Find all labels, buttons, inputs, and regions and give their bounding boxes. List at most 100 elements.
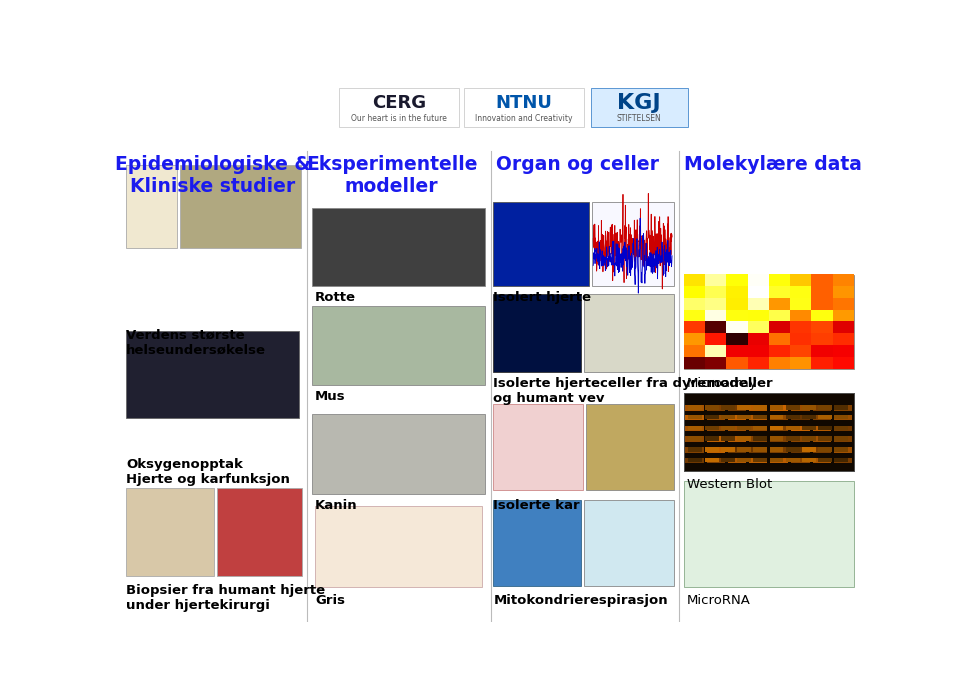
Bar [770,415,783,419]
FancyBboxPatch shape [493,202,588,286]
Bar [802,458,816,463]
Bar [737,458,751,463]
Bar [834,426,852,431]
Bar [834,447,852,453]
Bar [770,458,788,463]
Bar [834,405,852,410]
Bar [728,436,746,442]
FancyBboxPatch shape [493,294,581,372]
Bar [834,415,849,419]
Bar [818,447,832,452]
FancyBboxPatch shape [591,202,674,286]
Bar [834,436,849,441]
Bar [802,415,816,419]
Bar [770,447,783,452]
Bar [705,458,719,463]
Text: Isolerte kar: Isolerte kar [493,499,580,512]
Bar [707,426,725,431]
Bar [785,447,800,452]
Bar [834,426,849,431]
Bar [834,447,849,452]
Bar [754,458,767,463]
FancyBboxPatch shape [684,275,853,369]
Bar [707,447,725,453]
FancyBboxPatch shape [585,500,674,586]
Bar [721,405,734,410]
Bar [721,447,734,452]
Text: Isolert hjerte: Isolert hjerte [493,291,591,303]
FancyBboxPatch shape [180,165,300,248]
FancyBboxPatch shape [312,208,486,286]
Bar [813,458,831,463]
Bar [707,436,725,442]
Text: Innovation and Creativity: Innovation and Creativity [475,114,573,123]
FancyBboxPatch shape [684,394,853,471]
FancyBboxPatch shape [217,488,302,577]
Bar [813,426,831,431]
Bar [754,436,767,441]
Text: KGJ: KGJ [617,93,661,113]
Bar [707,458,725,463]
Bar [834,458,852,463]
Bar [688,458,703,463]
Bar [834,405,849,410]
Bar [737,405,751,410]
Bar [834,436,852,442]
Bar [813,415,831,420]
Bar [818,458,832,463]
FancyBboxPatch shape [340,88,459,127]
Bar [737,436,751,441]
FancyBboxPatch shape [493,500,581,586]
Bar [749,436,767,442]
Bar [785,436,800,441]
Bar [754,426,767,431]
Bar [791,426,809,431]
Bar [813,447,831,453]
Text: Gris: Gris [315,593,345,607]
Bar [705,405,719,410]
Bar [802,447,816,452]
Text: Eksperimentelle
modeller: Eksperimentelle modeller [306,155,477,196]
Bar [685,458,704,463]
FancyBboxPatch shape [315,506,482,587]
Bar [688,426,703,431]
Text: Biopsier fra humant hjerte
under hjertekirurgi: Biopsier fra humant hjerte under hjertek… [126,584,325,612]
Bar [749,415,767,420]
Bar [707,415,725,420]
Text: Oksygenopptak
Hjerte og karfunksjon: Oksygenopptak Hjerte og karfunksjon [126,458,290,486]
Bar [813,436,831,442]
Bar [685,405,704,410]
Bar [770,405,783,410]
Text: Rotte: Rotte [315,291,356,303]
Bar [791,447,809,453]
Bar [728,415,746,420]
Bar [834,415,852,420]
Bar [705,415,719,419]
Bar [791,415,809,420]
Text: Organ og celler: Organ og celler [496,155,660,174]
Bar [721,415,734,419]
Bar [770,405,788,410]
Bar [785,458,800,463]
Bar [688,436,703,441]
FancyBboxPatch shape [312,415,486,494]
Bar [721,458,734,463]
Text: Epidemiologiske &
Kliniske studier: Epidemiologiske & Kliniske studier [115,155,311,196]
Text: CERG: CERG [372,94,426,112]
Bar [728,458,746,463]
Bar [791,436,809,442]
Bar [818,415,832,419]
Bar [785,426,800,431]
Bar [770,447,788,453]
Bar [688,405,703,410]
FancyBboxPatch shape [591,88,687,127]
Bar [791,458,809,463]
FancyBboxPatch shape [493,404,583,490]
Text: NTNU: NTNU [495,94,552,112]
Text: Mus: Mus [315,389,346,403]
Text: Mitokondrierespirasjon: Mitokondrierespirasjon [493,593,668,607]
Text: Kanin: Kanin [315,499,357,512]
Bar [749,447,767,453]
Bar [754,405,767,410]
Bar [802,426,816,431]
